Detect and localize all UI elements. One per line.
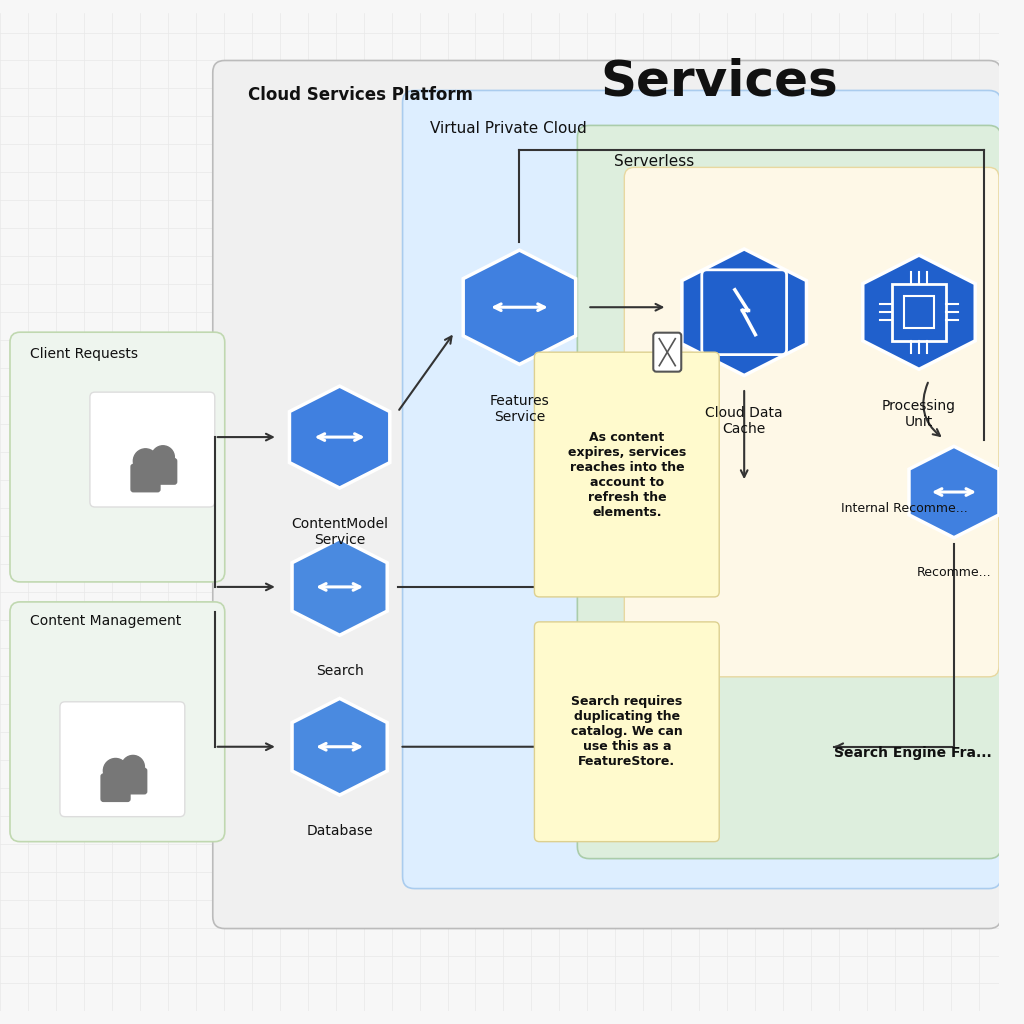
Text: Search: Search (315, 665, 364, 678)
Polygon shape (909, 446, 999, 538)
FancyBboxPatch shape (10, 602, 224, 842)
Circle shape (133, 449, 158, 473)
Text: Cloud Data
Cache: Cloud Data Cache (706, 406, 783, 436)
Polygon shape (292, 698, 387, 795)
Text: As content
expires, services
reaches into the
account to
refresh the
elements.: As content expires, services reaches int… (567, 430, 686, 518)
FancyBboxPatch shape (100, 773, 131, 802)
Text: ContentModel
Service: ContentModel Service (291, 517, 388, 547)
FancyBboxPatch shape (119, 768, 147, 795)
Text: Recomme...: Recomme... (916, 566, 991, 580)
Text: Content Management: Content Management (30, 613, 181, 628)
FancyBboxPatch shape (402, 90, 1000, 889)
FancyBboxPatch shape (625, 167, 998, 677)
Polygon shape (682, 249, 807, 376)
FancyBboxPatch shape (60, 701, 184, 817)
FancyBboxPatch shape (90, 392, 215, 507)
Circle shape (122, 756, 144, 778)
FancyBboxPatch shape (148, 458, 177, 484)
FancyBboxPatch shape (535, 352, 719, 597)
Text: Features
Service: Features Service (489, 394, 549, 424)
Circle shape (103, 759, 128, 782)
Polygon shape (863, 255, 975, 370)
Text: Client Requests: Client Requests (30, 347, 138, 361)
Circle shape (152, 445, 174, 469)
Text: Search Engine Fra...: Search Engine Fra... (835, 745, 992, 760)
FancyBboxPatch shape (130, 464, 161, 493)
Text: Cloud Services Platform: Cloud Services Platform (248, 86, 473, 104)
Text: Database: Database (306, 824, 373, 838)
Polygon shape (292, 539, 387, 635)
Text: Serverless: Serverless (614, 155, 694, 169)
Text: Search requires
duplicating the
catalog. We can
use this as a
FeatureStore.: Search requires duplicating the catalog.… (571, 695, 683, 768)
FancyBboxPatch shape (578, 125, 1000, 858)
FancyBboxPatch shape (653, 333, 681, 372)
Text: Internal Recomme...: Internal Recomme... (841, 502, 968, 515)
Polygon shape (290, 386, 390, 488)
FancyBboxPatch shape (213, 60, 1000, 929)
Text: Services: Services (600, 57, 838, 105)
FancyBboxPatch shape (10, 332, 224, 582)
Text: Processing
Unit: Processing Unit (882, 399, 956, 429)
Text: Virtual Private Cloud: Virtual Private Cloud (429, 122, 587, 136)
FancyBboxPatch shape (535, 622, 719, 842)
Polygon shape (463, 250, 575, 365)
